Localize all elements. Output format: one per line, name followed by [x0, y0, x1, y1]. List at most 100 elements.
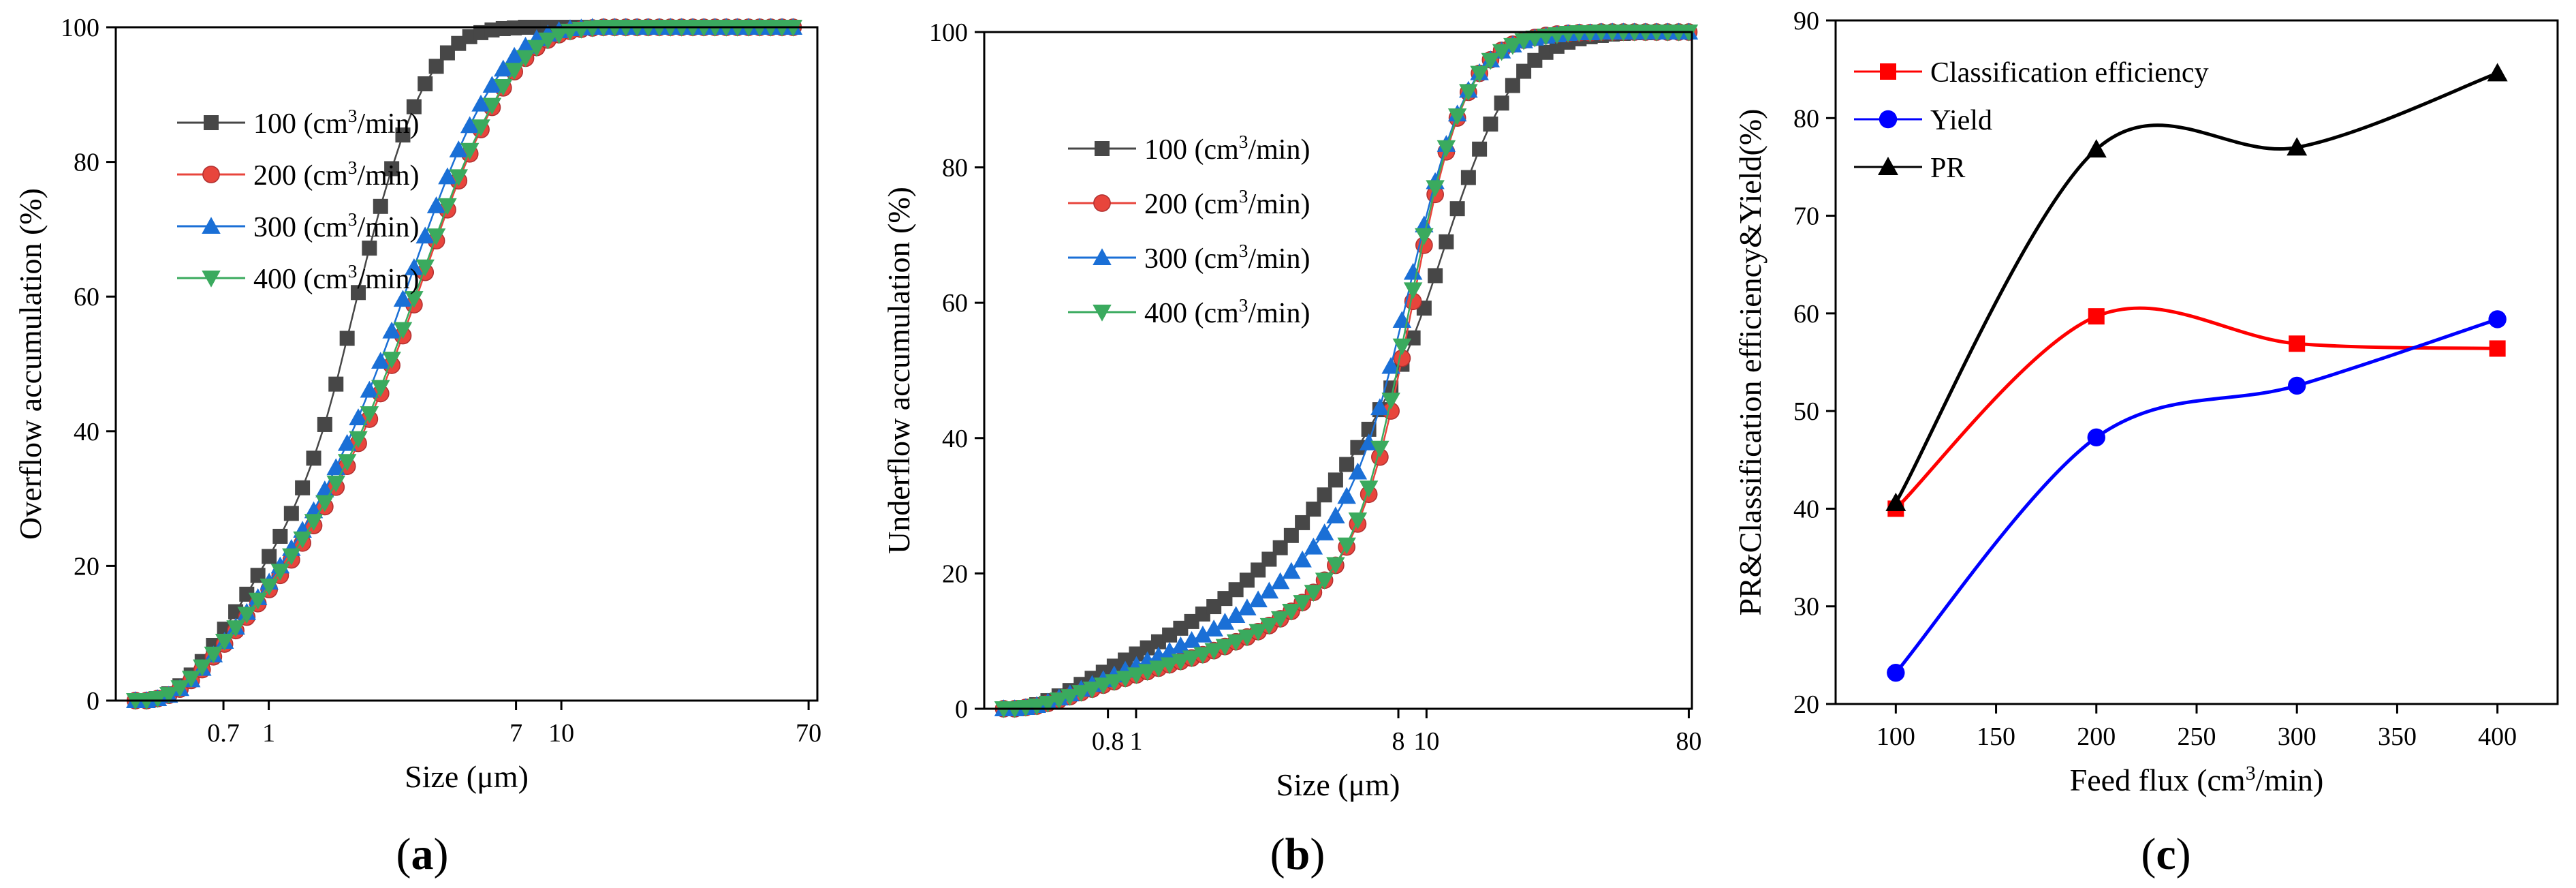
panel-b-data-point	[1295, 515, 1310, 530]
panel-a-data-point	[516, 50, 535, 67]
panel-b-ticks	[975, 31, 1690, 718]
panel-c-y-tick-label: 70	[1793, 202, 1819, 231]
panel-c-y-tick-label: 20	[1793, 690, 1819, 719]
panel-c-series-line	[1894, 72, 2498, 504]
panel-b-x-tick-label: 10	[1413, 727, 1439, 756]
panel-b-data-point	[1403, 262, 1423, 280]
panel-a-y-tick-label: 60	[74, 283, 99, 311]
panel-c-label: (c)	[2141, 829, 2190, 879]
panel-b-legend-marker	[1093, 248, 1112, 265]
panel-b-data-point	[1470, 65, 1489, 83]
panel-a-y-tick-label: 100	[61, 14, 99, 42]
panel-b-series	[994, 22, 1699, 718]
panel-b-x-tick-labels: 0.8 1 8 10 80	[1092, 727, 1702, 756]
panel-b-y-tick-label: 60	[942, 289, 968, 318]
panel-a-data-point	[371, 380, 390, 397]
panel-b-legend-item: 200 (cm3/min)	[1068, 186, 1310, 220]
panel-a-data-point	[415, 226, 435, 244]
panel-a-y-tick-label: 80	[74, 149, 99, 177]
panel-a-data-point	[406, 99, 422, 114]
panel-a-y-tick-label: 0	[87, 687, 99, 716]
panel-c-data-point	[2289, 335, 2306, 352]
panel-b-data-point	[1182, 630, 1201, 648]
panel-b-y-tick-label: 0	[955, 695, 968, 724]
panel-c-data-point	[2288, 376, 2306, 395]
panel-b-series-line	[1003, 31, 1689, 710]
panel-a-data-point	[272, 528, 288, 544]
panel-a-data-point	[415, 259, 435, 277]
panel-a-data-point	[527, 40, 546, 57]
panel-c-y-tick-label: 30	[1793, 593, 1819, 622]
panel-a-data-point	[351, 285, 366, 301]
panel-a-data-point	[237, 607, 257, 624]
panel-a-legend-label: 100 (cm3/min)	[253, 106, 419, 140]
panel-c-x-axis-title: Feed flux (cm3/min)	[2070, 762, 2324, 797]
panel-b-label: (b)	[1270, 829, 1325, 879]
panel-c-y-tick-labels: 20 30 40 50 60 70 80 90	[1793, 7, 1819, 719]
panel-b-data-point	[1306, 502, 1321, 517]
panel-a-data-point	[360, 380, 379, 398]
panel-a-data-point	[405, 258, 424, 275]
panel-c-legend-label: PR	[1930, 153, 1965, 184]
panel-a-legend-item: 100 (cm3/min)	[177, 106, 419, 140]
panel-b-data-point	[1315, 523, 1334, 540]
panel-a-data-point	[282, 548, 301, 566]
panel-b-legend-item: 100 (cm3/min)	[1068, 132, 1310, 166]
panel-b-data-point	[1027, 699, 1046, 716]
panel-a-data-point	[283, 506, 299, 521]
panel-c-series-line	[1894, 318, 2498, 674]
panel-a-data-point	[471, 119, 490, 136]
panel-b-data-point	[1460, 170, 1476, 185]
panel-b-series-line	[1003, 31, 1689, 710]
panel-b-data-point	[1137, 664, 1157, 682]
panel-b-data-point	[1226, 634, 1246, 652]
panel-b-data-point	[1337, 487, 1356, 504]
panel-a-legend-item: 400 (cm3/min)	[177, 261, 419, 295]
panel-b-plot-frame	[983, 31, 1693, 710]
panel-b-y-tick-label: 40	[942, 425, 968, 453]
panel-c-plot-frame	[1834, 19, 2559, 705]
panel-a-data-point	[494, 59, 513, 77]
panel-a-data-point	[471, 94, 490, 112]
panel-b-data-point	[1061, 689, 1080, 706]
panel-c-x-tick-label: 250	[2178, 722, 2216, 751]
panel-a-data-point	[426, 228, 446, 246]
panel-c-data-point	[2087, 428, 2105, 447]
panel-b-data-point	[1503, 37, 1522, 55]
panel-b-data-point	[1293, 550, 1312, 568]
panel-a-data-point	[384, 161, 400, 177]
panel-a-plot-frame	[114, 26, 819, 702]
panel-a-data-point	[239, 586, 255, 602]
panel-b-underflow-chart: 0.8 1 8 10 80 0 20 40 60 80 100 Size (μm…	[881, 18, 1701, 879]
panel-a-data-point	[306, 450, 321, 466]
panel-a-data-point	[339, 331, 355, 346]
panel-c-data-point	[2489, 340, 2506, 357]
panel-b-series-line	[1003, 31, 1689, 710]
panel-b-data-point	[1282, 604, 1301, 621]
panel-a-data-point	[482, 97, 502, 115]
panel-b-data-point	[1381, 356, 1400, 374]
panel-c-legend-item: Classification efficiency	[1854, 57, 2209, 89]
panel-a-data-point	[393, 290, 413, 307]
panel-a-data-point	[418, 76, 433, 91]
panel-a-overflow-chart: 0.7 1 7 10 70 0 20 40 60 80 100 Size (μm…	[13, 14, 821, 879]
panel-a-data-point	[449, 140, 469, 157]
panel-c-legend: Classification efficiency Yield PR	[1854, 57, 2209, 184]
panel-a-ticks	[106, 26, 810, 710]
panel-a-data-point	[181, 671, 201, 688]
panel-b-data-point	[1238, 629, 1257, 647]
panel-b-data-point	[1094, 677, 1113, 694]
panel-a-data-point	[460, 142, 480, 160]
panel-b-data-point	[1328, 472, 1343, 488]
panel-a-data-point	[405, 291, 424, 308]
panel-a-data-point	[382, 352, 401, 369]
panel-b-x-tick-label: 1	[1129, 727, 1142, 756]
panel-a-data-point	[159, 687, 178, 704]
panel-b-legend-label: 300 (cm3/min)	[1144, 241, 1310, 275]
panel-b-data-point	[1348, 462, 1368, 480]
panel-b-y-tick-label: 100	[929, 18, 968, 47]
panel-c-ticks	[1826, 19, 2499, 714]
panel-b-legend-marker	[1093, 305, 1112, 322]
panel-b-y-tick-label: 80	[942, 154, 968, 183]
